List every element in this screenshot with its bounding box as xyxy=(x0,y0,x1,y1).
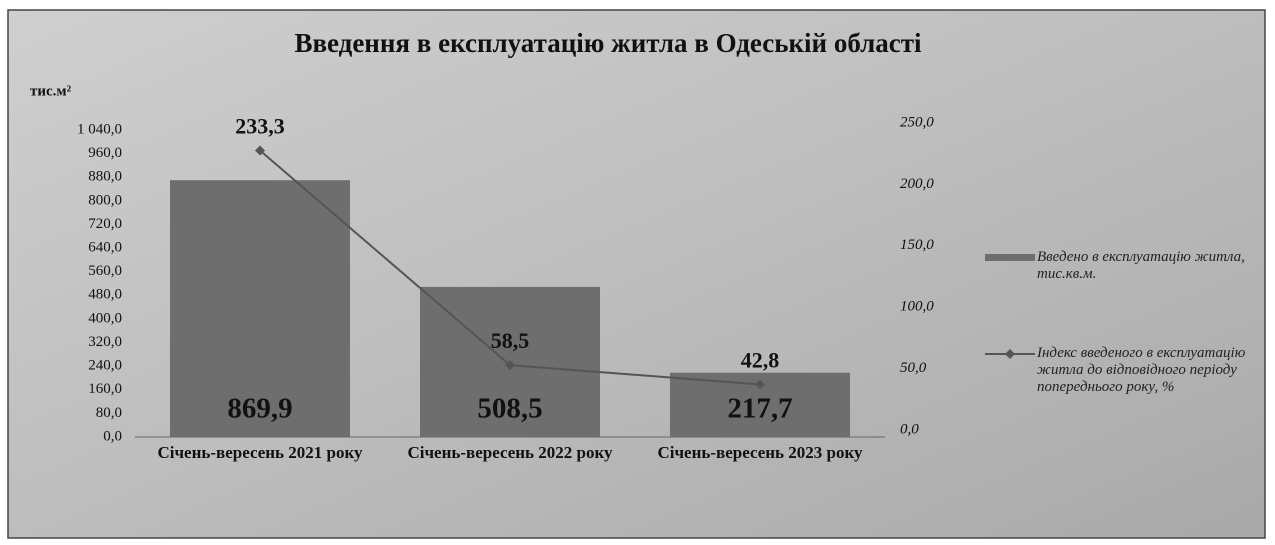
y-tick-label: 880,0 xyxy=(88,169,122,185)
y2-tick-label: 100,0 xyxy=(900,299,934,315)
legend-swatch xyxy=(985,254,1035,261)
bar-value-label: 508,5 xyxy=(477,393,542,425)
x-tick-label: Січень-вересень 2021 року xyxy=(150,443,370,462)
y-tick-label: 240,0 xyxy=(88,358,122,374)
bar-value-label: 869,9 xyxy=(227,393,292,425)
y-tick-label: 1 040,0 xyxy=(77,121,122,137)
line-value-label: 58,5 xyxy=(491,328,530,353)
line-value-label: 42,8 xyxy=(741,347,780,372)
y2-tick-label: 0,0 xyxy=(900,421,919,437)
y-tick-label: 560,0 xyxy=(88,263,122,279)
y-tick-label: 320,0 xyxy=(88,334,122,350)
chart-title: Введення в експлуатацію житла в Одеській… xyxy=(294,28,922,58)
bar-value-label: 217,7 xyxy=(727,393,792,425)
y-tick-label: 800,0 xyxy=(88,192,122,208)
y-tick-label: 640,0 xyxy=(88,240,122,256)
y-axis-label: тис.м² xyxy=(30,83,72,99)
x-tick-label: Січень-вересень 2022 року xyxy=(400,443,620,462)
line-value-label: 233,3 xyxy=(235,114,285,139)
y2-tick-label: 250,0 xyxy=(900,114,934,130)
y-tick-label: 400,0 xyxy=(88,310,122,326)
y2-tick-label: 200,0 xyxy=(900,176,934,192)
legend-label: Індекс введеного в експлуатацію житла до… xyxy=(1037,345,1257,396)
y2-tick-label: 50,0 xyxy=(900,360,927,376)
legend-label: Введено в експлуатацію житла, тис.кв.м. xyxy=(1037,249,1257,283)
y2-tick-label: 150,0 xyxy=(900,237,934,253)
y-tick-label: 720,0 xyxy=(88,216,122,232)
y-tick-label: 960,0 xyxy=(88,145,122,161)
page: Введення в експлуатацію житла в Одеській… xyxy=(0,0,1275,545)
y-tick-label: 160,0 xyxy=(88,381,122,397)
x-tick-label: Січень-вересень 2023 року xyxy=(650,443,870,462)
y-tick-label: 0,0 xyxy=(103,428,122,444)
y-tick-label: 480,0 xyxy=(88,287,122,303)
y-tick-label: 80,0 xyxy=(96,405,122,421)
